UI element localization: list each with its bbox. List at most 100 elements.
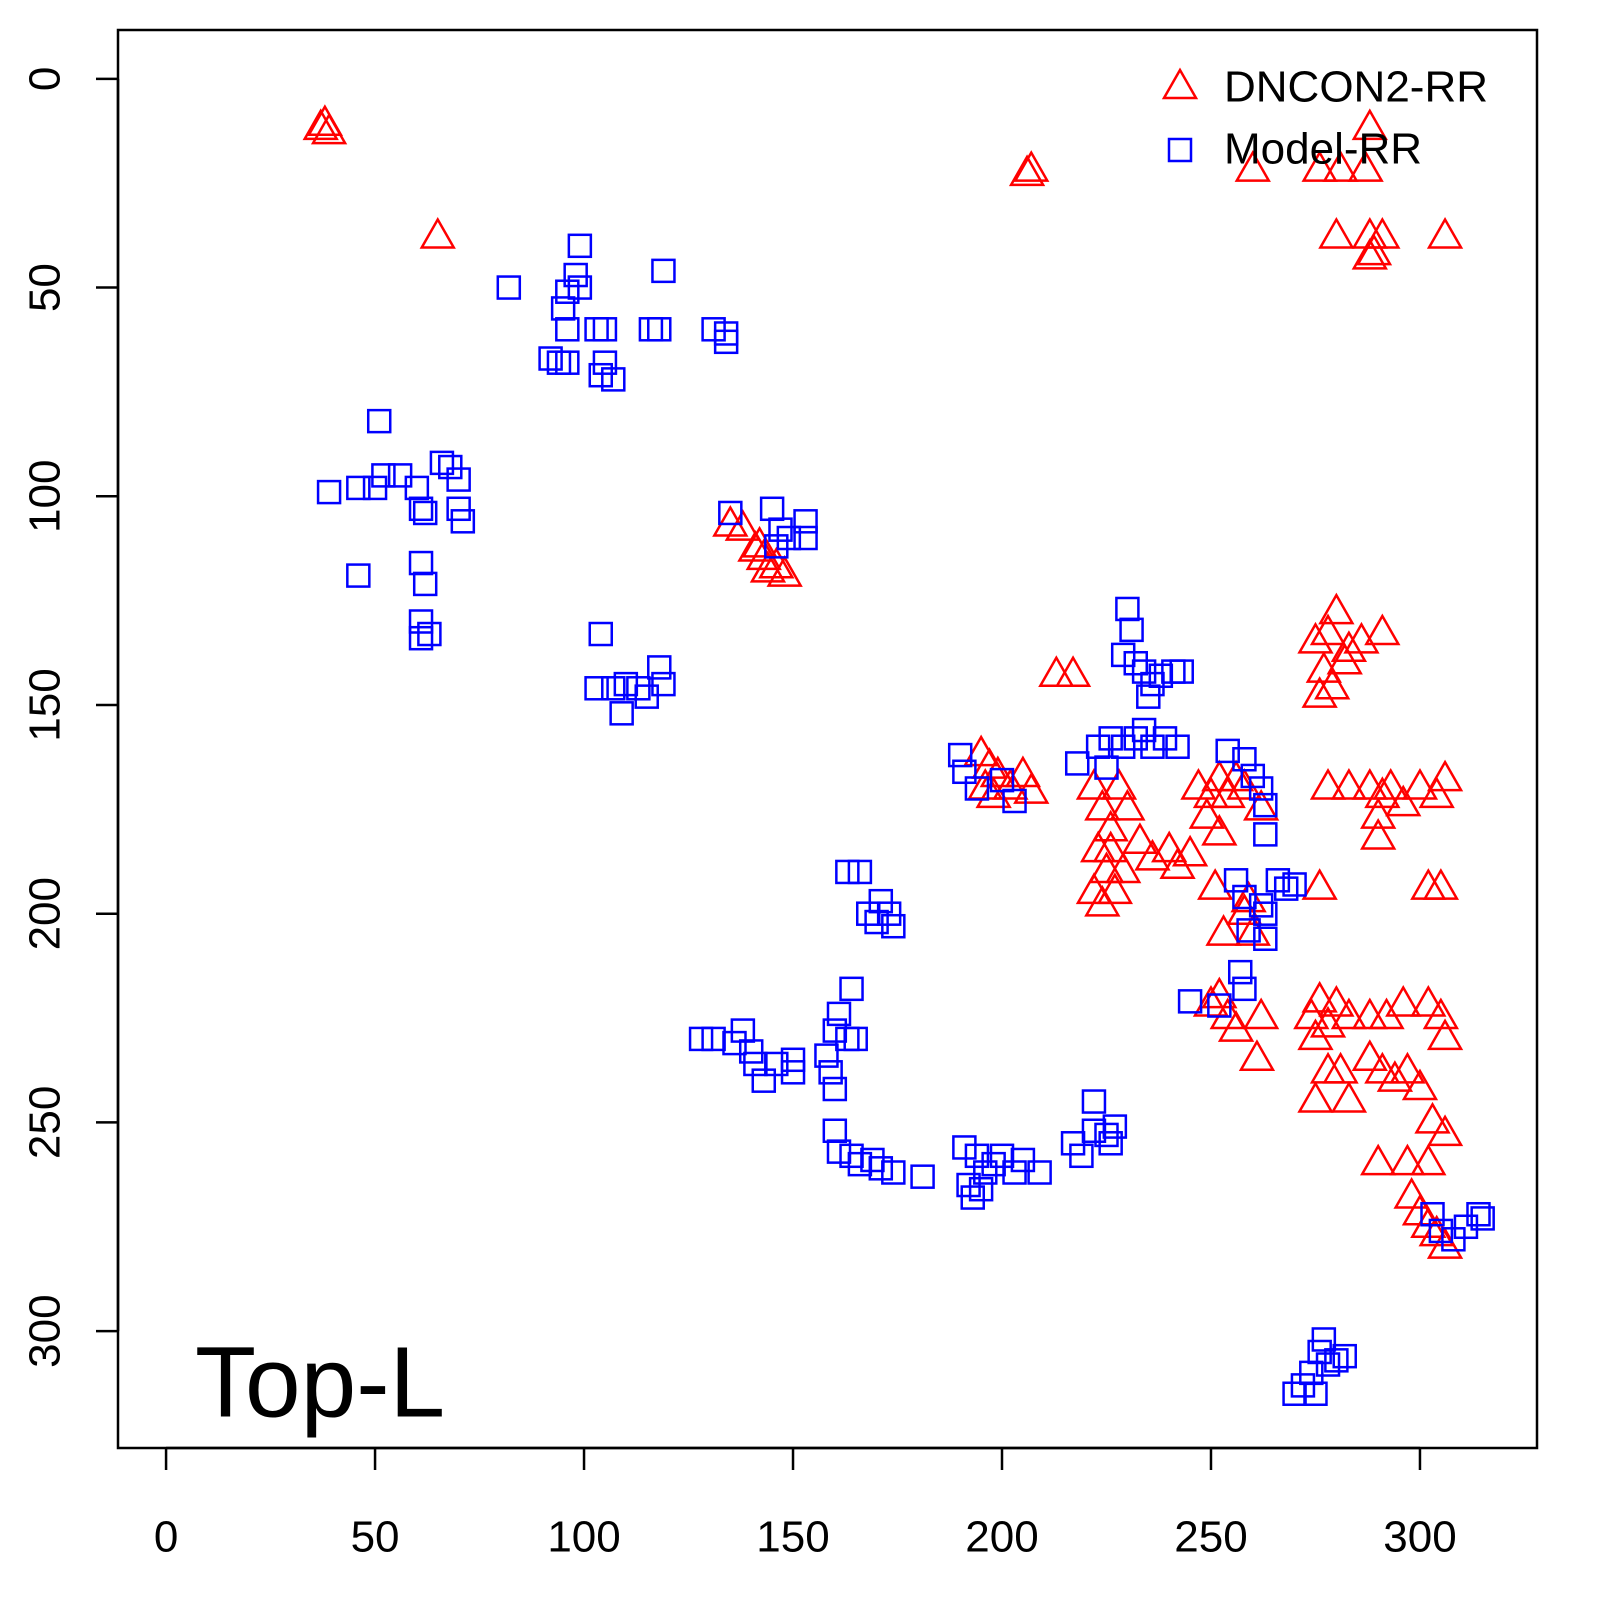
point	[555, 279, 580, 304]
point	[1426, 1018, 1464, 1051]
point	[1131, 659, 1157, 684]
point	[1159, 847, 1196, 880]
point	[412, 500, 438, 526]
point	[1297, 1018, 1334, 1051]
point	[346, 475, 371, 501]
point	[947, 742, 973, 768]
point	[1075, 872, 1113, 905]
point	[1322, 150, 1359, 182]
point	[1008, 154, 1046, 187]
point	[1301, 150, 1338, 182]
point	[1223, 868, 1249, 893]
point	[1422, 997, 1460, 1030]
point	[1253, 792, 1278, 818]
point	[1165, 734, 1190, 759]
point	[738, 1039, 764, 1064]
point	[450, 509, 476, 534]
point	[1064, 751, 1090, 776]
point	[1201, 813, 1238, 846]
point	[1347, 150, 1384, 182]
point	[868, 888, 894, 914]
point	[968, 1176, 994, 1202]
point	[766, 555, 803, 587]
point	[1207, 993, 1232, 1018]
point	[960, 1185, 985, 1210]
point	[713, 329, 739, 355]
y-tick-label: 250	[21, 1086, 70, 1159]
y-tick-label: 150	[21, 668, 70, 741]
legend-label: Model-RR	[1224, 125, 1422, 174]
point	[814, 1043, 839, 1068]
x-tick-label: 200	[965, 1513, 1038, 1562]
point	[868, 1156, 894, 1181]
point	[1410, 1143, 1447, 1176]
point	[417, 621, 442, 647]
point	[758, 546, 795, 579]
point	[981, 1151, 1006, 1177]
point	[1240, 763, 1266, 789]
point	[1401, 1068, 1439, 1101]
point	[956, 1172, 981, 1198]
point	[1123, 650, 1149, 676]
point	[1332, 1343, 1357, 1369]
point	[647, 655, 672, 680]
x-tick-label: 150	[756, 1513, 829, 1562]
point	[741, 525, 778, 558]
point	[1420, 1201, 1445, 1227]
point	[1309, 613, 1347, 646]
point	[408, 550, 434, 576]
point	[1004, 755, 1042, 788]
point	[1422, 868, 1460, 900]
point	[860, 1147, 885, 1173]
point	[835, 859, 860, 885]
point	[1330, 1081, 1368, 1113]
point	[601, 367, 626, 392]
point	[1226, 767, 1263, 800]
point	[1084, 788, 1121, 821]
point	[1217, 759, 1255, 792]
point	[1121, 822, 1159, 854]
point	[1205, 914, 1242, 946]
point	[1364, 216, 1401, 249]
point	[408, 609, 434, 634]
point	[1236, 918, 1261, 943]
point	[1248, 776, 1274, 801]
point	[1360, 797, 1397, 829]
point	[737, 530, 774, 562]
point	[1324, 1348, 1349, 1373]
point	[1081, 1089, 1107, 1114]
point	[412, 571, 438, 597]
point	[1226, 893, 1263, 925]
point	[1351, 237, 1388, 270]
y-tick-label: 300	[21, 1294, 70, 1367]
point	[749, 550, 787, 583]
point	[1201, 976, 1238, 1009]
point	[1092, 809, 1129, 842]
point	[1253, 822, 1278, 847]
point	[1232, 884, 1257, 910]
point	[1002, 1160, 1027, 1185]
point	[1301, 980, 1338, 1013]
point	[730, 1018, 756, 1043]
point	[701, 1026, 726, 1052]
point	[688, 1026, 714, 1052]
point	[1098, 726, 1123, 751]
point	[818, 1060, 843, 1085]
point	[843, 1026, 868, 1052]
point	[1197, 868, 1234, 900]
point	[964, 1143, 990, 1169]
point	[701, 317, 726, 342]
y-tick-label: 100	[21, 460, 70, 533]
point	[538, 346, 563, 371]
point	[1389, 1143, 1426, 1176]
point	[1414, 1101, 1451, 1134]
point	[1109, 788, 1146, 821]
point	[1309, 767, 1347, 800]
point	[780, 1047, 806, 1073]
point	[584, 676, 609, 701]
point	[651, 671, 676, 697]
point	[310, 112, 348, 145]
point	[1364, 613, 1401, 646]
point	[1385, 784, 1422, 817]
point	[555, 350, 580, 375]
